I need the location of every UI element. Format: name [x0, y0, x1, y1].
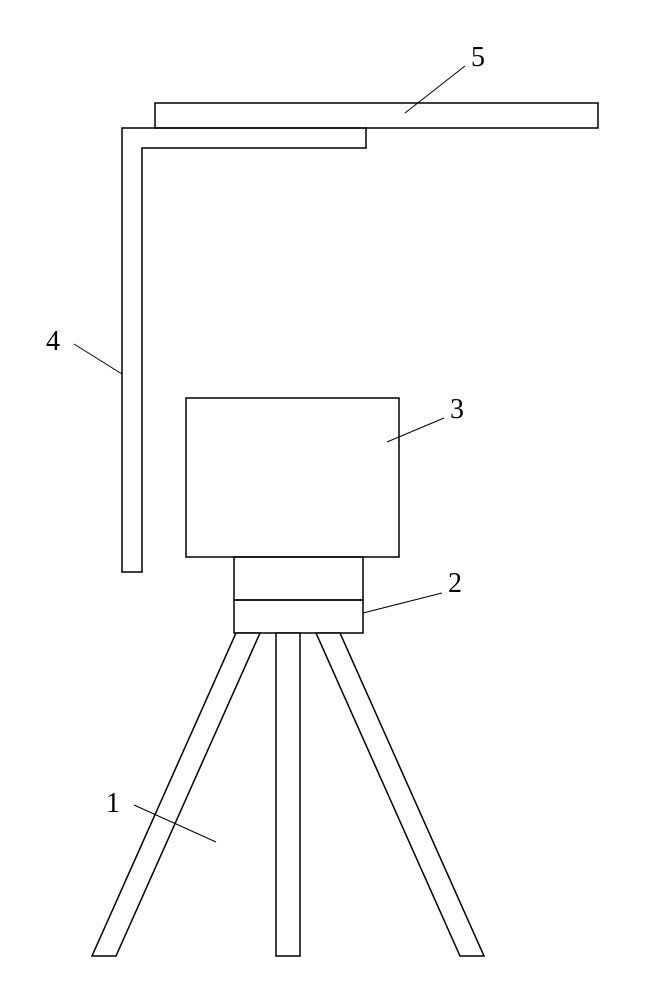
- part-1-tripod-leg-middle: [276, 633, 300, 956]
- technical-diagram: 1 2 3 4 5: [0, 0, 652, 1000]
- part-2-neck: [234, 557, 363, 600]
- part-4-l-bracket: [122, 128, 366, 572]
- diagram-root: 1 2 3 4 5: [0, 0, 652, 1000]
- base-plate: [234, 600, 363, 633]
- label-3: 3: [450, 394, 464, 425]
- label-5: 5: [471, 42, 485, 73]
- leader-line-5: [405, 66, 465, 113]
- label-1: 1: [106, 788, 120, 819]
- leader-line-3: [387, 418, 444, 442]
- part-3-main-box: [186, 398, 399, 557]
- leader-line-2: [363, 593, 442, 613]
- part-1-tripod-leg-right: [316, 633, 484, 956]
- label-2: 2: [448, 568, 462, 599]
- leader-line-4: [74, 344, 122, 374]
- label-4: 4: [46, 326, 60, 357]
- labels-group: 1 2 3 4 5: [46, 42, 485, 842]
- shapes-group: [92, 103, 598, 956]
- part-5-top-board: [155, 103, 598, 128]
